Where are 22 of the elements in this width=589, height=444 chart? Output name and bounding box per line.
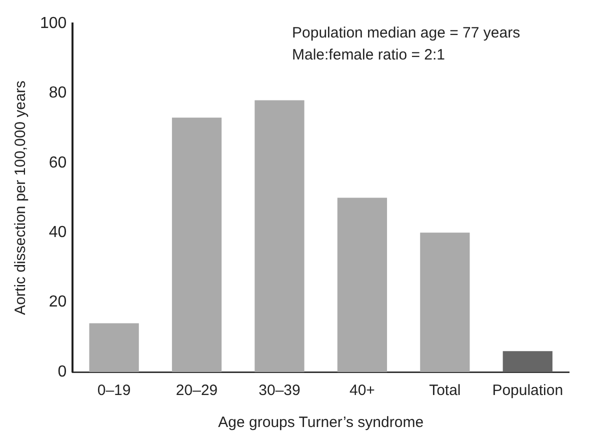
y-tick-label: 20 xyxy=(48,294,67,311)
bar xyxy=(254,100,304,372)
y-tick-label: 60 xyxy=(48,154,67,172)
x-tick-label: 40+ xyxy=(349,382,376,400)
y-axis-title: Aortic dissection per 100,000 years xyxy=(12,80,30,315)
x-tick-label: Total xyxy=(429,382,461,400)
bar xyxy=(420,232,470,372)
bar xyxy=(89,323,139,372)
y-tick-label: 80 xyxy=(48,84,67,102)
x-axis-title: Age groups Turner’s syndrome xyxy=(218,414,424,432)
x-tick-label: 20–29 xyxy=(176,382,218,400)
bar xyxy=(337,198,388,372)
annotation: Male:female ratio = 2:1 xyxy=(292,46,445,64)
bar xyxy=(502,351,552,372)
bar xyxy=(172,118,222,372)
x-tick-label: 0–19 xyxy=(97,382,131,400)
x-tick-label: 30–39 xyxy=(258,382,300,400)
y-tick-label: 40 xyxy=(48,224,67,242)
y-tick-label: 100 xyxy=(40,15,67,32)
annotation: Population median age = 77 years xyxy=(292,24,520,42)
y-tick-label: 0 xyxy=(58,363,67,380)
x-tick-label: Population xyxy=(492,382,564,400)
